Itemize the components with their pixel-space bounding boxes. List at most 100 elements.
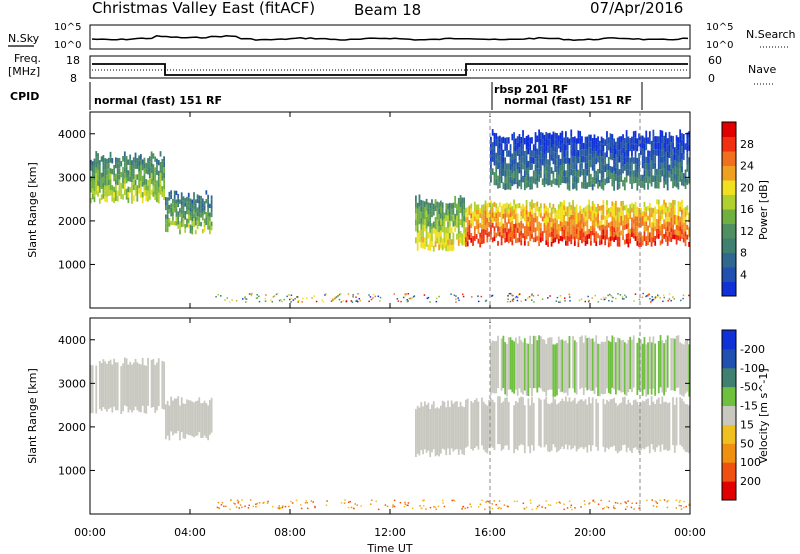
power-cell xyxy=(159,178,162,184)
power-cell xyxy=(647,235,649,241)
power-cell xyxy=(157,176,160,182)
velocity-cell xyxy=(615,342,617,395)
power-cell xyxy=(165,227,167,232)
power-cell xyxy=(406,300,409,303)
velocity-cell xyxy=(646,499,648,502)
power-cell xyxy=(545,151,548,159)
power-cell xyxy=(600,219,603,225)
power-cell xyxy=(600,175,603,183)
power-cell xyxy=(611,216,614,221)
power-cell xyxy=(286,295,288,298)
power-cell xyxy=(440,242,442,249)
velocity-cell xyxy=(656,502,659,504)
power-cell xyxy=(677,205,680,211)
power-cell xyxy=(245,301,247,303)
noise-tick-bottom-right: 10^0 xyxy=(706,40,733,51)
power-cell xyxy=(561,202,564,208)
power-cell xyxy=(166,206,169,211)
power-cell xyxy=(506,202,508,208)
power-cell xyxy=(416,208,419,215)
power-cell xyxy=(427,232,430,239)
power-cell xyxy=(643,236,646,242)
power-cell xyxy=(490,200,492,206)
power-cell xyxy=(638,153,640,160)
power-cell xyxy=(127,175,130,182)
power-cell xyxy=(120,193,123,200)
power-cell xyxy=(568,293,571,296)
power-cell xyxy=(132,173,135,180)
velocity-cell xyxy=(682,401,685,450)
power-cell xyxy=(647,230,649,236)
velocity-cell xyxy=(595,398,598,447)
velocity-cell xyxy=(655,505,658,508)
power-cell xyxy=(422,230,424,237)
power-cell xyxy=(415,237,417,244)
power-cell xyxy=(638,237,640,243)
power-cell xyxy=(652,217,655,223)
power-cell xyxy=(591,183,594,191)
power-cell xyxy=(447,239,449,246)
velocity-cell xyxy=(431,404,433,453)
power-cell xyxy=(545,230,548,236)
power-cell xyxy=(675,174,678,181)
power-cell xyxy=(556,159,558,166)
power-cell xyxy=(636,226,639,232)
velocity-cell xyxy=(592,500,594,502)
power-cell xyxy=(586,143,589,150)
power-cell xyxy=(620,162,623,169)
power-cell xyxy=(418,200,421,207)
power-cell xyxy=(541,178,544,186)
power-cell xyxy=(641,174,644,182)
power-cell xyxy=(629,214,632,219)
velocity-cell xyxy=(453,500,456,502)
power-cell xyxy=(175,216,178,222)
power-cell xyxy=(462,293,464,296)
power-cell xyxy=(579,131,582,138)
power-cell xyxy=(675,239,678,245)
power-cell xyxy=(616,212,619,218)
power-cell xyxy=(618,241,621,247)
power-cell xyxy=(456,221,458,228)
power-cell xyxy=(543,141,546,148)
power-cell xyxy=(616,217,619,222)
power-cell xyxy=(661,224,664,229)
power-cell xyxy=(509,144,512,151)
power-cell xyxy=(488,231,490,237)
power-cell xyxy=(173,221,176,226)
cpid-segment-3: normal (fast) 151 RF xyxy=(504,94,632,107)
power-cell xyxy=(455,301,457,303)
power-cell xyxy=(416,244,419,251)
power-cell xyxy=(612,296,615,299)
velocity-cell xyxy=(406,504,408,507)
power-cell xyxy=(643,226,646,232)
power-cell xyxy=(431,235,433,242)
velocity-cell xyxy=(306,507,309,510)
power-cell xyxy=(668,226,671,232)
power-cell xyxy=(575,138,578,145)
power-cell xyxy=(482,209,485,215)
power-cell xyxy=(654,221,657,227)
power-cell xyxy=(634,236,637,241)
velocity-cell xyxy=(248,504,251,507)
power-cell xyxy=(493,132,496,140)
power-cell xyxy=(515,203,517,209)
power-cell xyxy=(632,137,635,145)
power-cell xyxy=(557,181,560,188)
power-cell xyxy=(525,142,528,150)
power-cell xyxy=(173,194,176,200)
power-cell xyxy=(645,211,648,217)
power-cell xyxy=(584,231,587,237)
power-cell xyxy=(525,209,528,215)
power-cell xyxy=(532,222,535,228)
power-cell xyxy=(207,199,209,204)
velocity-cell xyxy=(688,405,690,454)
power-cell xyxy=(606,229,608,235)
power-colorbar-tick: 16 xyxy=(740,203,754,216)
velocity-cell xyxy=(225,505,227,508)
power-cell xyxy=(631,175,633,183)
power-cell xyxy=(632,204,635,210)
power-cell xyxy=(566,182,569,190)
velocity-cell xyxy=(593,341,596,395)
power-cell xyxy=(180,201,183,206)
